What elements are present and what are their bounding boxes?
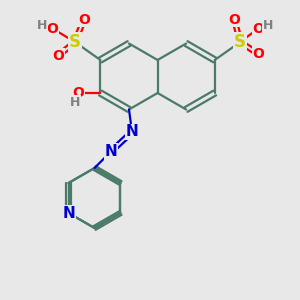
Text: S: S [69, 33, 81, 51]
Text: O: O [228, 13, 240, 26]
Text: O: O [46, 22, 58, 35]
Text: H: H [262, 19, 273, 32]
Text: O: O [72, 86, 84, 100]
Text: O: O [252, 47, 264, 61]
Text: N: N [105, 144, 117, 159]
Text: H: H [37, 19, 47, 32]
Text: S: S [234, 33, 246, 51]
Text: O: O [252, 22, 264, 35]
Text: H: H [70, 96, 80, 109]
Text: N: N [126, 124, 138, 140]
Text: N: N [62, 206, 75, 220]
Text: O: O [52, 49, 64, 62]
Text: O: O [78, 13, 90, 26]
